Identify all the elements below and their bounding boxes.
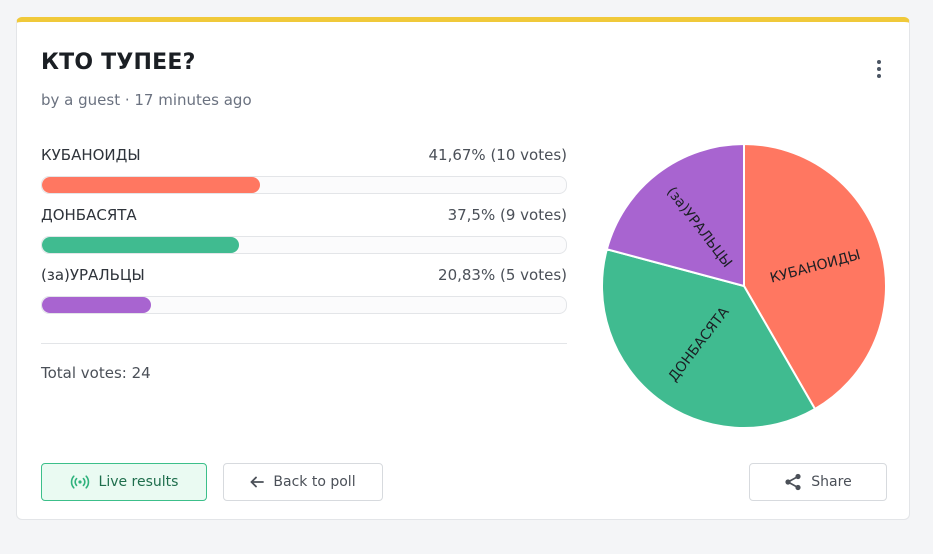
share-icon <box>784 473 802 491</box>
live-results-button[interactable]: Live results <box>41 463 207 501</box>
option-bar <box>41 176 567 194</box>
back-to-poll-button[interactable]: Back to poll <box>223 463 383 501</box>
broadcast-icon <box>70 475 90 489</box>
option-bar-fill <box>42 177 261 193</box>
option-bar-fill <box>42 237 239 253</box>
back-to-poll-label: Back to poll <box>273 474 356 490</box>
pie-slice <box>601 248 817 429</box>
option-label: ДОНБАСЯТА <box>41 206 137 224</box>
option-label: КУБАНОИДЫ <box>41 146 141 164</box>
poll-meta: by a guest · 17 minutes ago <box>41 91 252 109</box>
option-stat: 20,83% (5 votes) <box>438 266 567 284</box>
arrow-left-icon <box>250 476 265 488</box>
poll-results-card: КТО ТУПЕЕ? by a guest · 17 minutes ago К… <box>16 17 910 520</box>
option-row: (за)УРАЛЬЦЫ 20,83% (5 votes) <box>41 266 567 314</box>
option-stat: 41,67% (10 votes) <box>428 146 567 164</box>
share-button[interactable]: Share <box>749 463 887 501</box>
live-results-label: Live results <box>98 474 179 490</box>
total-votes: Total votes: 24 <box>41 364 151 382</box>
divider <box>41 343 567 344</box>
option-bar <box>41 296 567 314</box>
poll-title: КТО ТУПЕЕ? <box>41 50 196 75</box>
share-label: Share <box>811 474 852 490</box>
option-row: КУБАНОИДЫ 41,67% (10 votes) <box>41 146 567 194</box>
option-bar-fill <box>42 297 152 313</box>
kebab-menu-icon[interactable] <box>867 56 891 82</box>
option-bar <box>41 236 567 254</box>
option-row: ДОНБАСЯТА 37,5% (9 votes) <box>41 206 567 254</box>
option-label: (за)УРАЛЬЦЫ <box>41 266 145 284</box>
pie-slice <box>743 142 887 411</box>
option-stat: 37,5% (9 votes) <box>447 206 567 224</box>
pie-slice <box>605 142 745 288</box>
